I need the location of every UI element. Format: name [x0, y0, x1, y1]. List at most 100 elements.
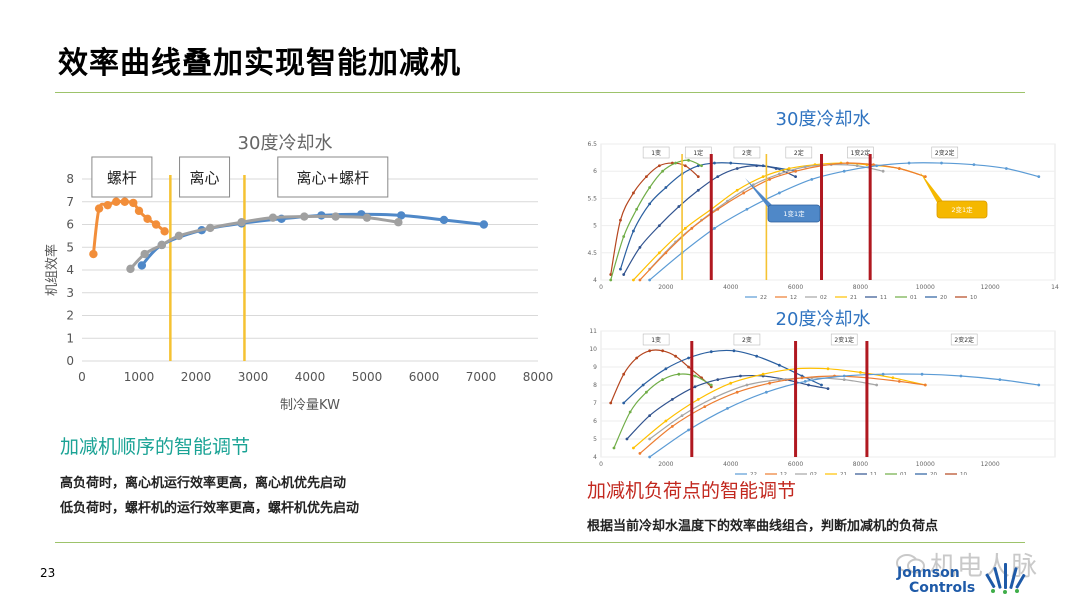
- data-point: [126, 264, 135, 274]
- x-tick-label: 8000: [853, 461, 868, 468]
- x-tick-label: 1000: [124, 370, 155, 384]
- x-tick-label: 10000: [916, 461, 935, 468]
- data-point: [362, 213, 372, 222]
- data-point: [897, 167, 901, 170]
- data-point: [670, 425, 674, 428]
- data-point: [674, 161, 677, 165]
- data-point: [713, 226, 716, 230]
- stage-label-box: [830, 333, 858, 346]
- data-point: [998, 378, 1002, 381]
- data-point: [683, 226, 687, 230]
- y-tick-label: 7: [66, 195, 74, 209]
- legend-label: 22: [760, 295, 767, 301]
- callout-pointer: [920, 172, 945, 206]
- data-point: [648, 349, 652, 353]
- data-point: [89, 249, 98, 259]
- data-point: [680, 414, 684, 417]
- data-point: [632, 191, 635, 195]
- data-point: [696, 188, 700, 192]
- data-point: [394, 218, 403, 227]
- data-point: [648, 186, 652, 189]
- data-point: [687, 428, 690, 432]
- data-point: [300, 212, 309, 221]
- data-point: [645, 390, 648, 394]
- stage-label-box: [785, 146, 813, 159]
- x-tick-label: 4000: [723, 461, 738, 468]
- data-point: [764, 390, 768, 394]
- top-divider: [55, 92, 1025, 93]
- data-point: [777, 191, 781, 195]
- data-point: [735, 167, 739, 170]
- stage-label: 1变: [651, 149, 661, 157]
- y-tick-label: 4: [593, 454, 597, 461]
- data-point: [151, 220, 161, 229]
- data-point: [755, 354, 759, 358]
- data-point: [648, 437, 652, 441]
- data-point: [810, 177, 814, 181]
- data-point: [632, 278, 635, 282]
- series-line: [140, 212, 485, 267]
- data-point: [703, 405, 707, 408]
- data-point: [709, 350, 713, 354]
- stage-label: 2变: [742, 149, 752, 157]
- x-tick-label: 2000: [181, 370, 212, 384]
- y-tick-label: 0: [66, 354, 74, 368]
- data-point: [687, 158, 690, 162]
- stage-label: 1定: [693, 149, 703, 157]
- y-tick-label: 4: [593, 277, 597, 284]
- region-label: 离心+螺杆: [297, 169, 370, 187]
- data-point: [745, 383, 749, 387]
- x-tick-label: 4000: [295, 370, 326, 384]
- data-point: [891, 376, 895, 380]
- stage-label: 2定: [794, 149, 804, 157]
- x-tick-label: 10000: [916, 284, 935, 291]
- y-tick-label: 5.5: [587, 195, 597, 202]
- legend-label: 12: [780, 472, 787, 475]
- chart-title: 30度冷却水: [776, 109, 871, 130]
- legend-label: 02: [810, 472, 817, 475]
- data-point: [959, 374, 963, 378]
- data-point: [619, 218, 622, 222]
- stage-label-box: [847, 146, 874, 159]
- stage-label: 2变2定: [954, 336, 974, 344]
- data-point: [140, 249, 149, 259]
- y-tick-label: 5: [593, 436, 597, 443]
- stage-label: 2变: [742, 336, 752, 344]
- data-point: [716, 207, 720, 211]
- data-point: [729, 161, 733, 165]
- data-point: [755, 164, 759, 168]
- data-point: [842, 374, 846, 378]
- y-tick-label: 11: [589, 328, 597, 335]
- x-tick-label: 6000: [409, 370, 440, 384]
- data-point: [696, 175, 700, 179]
- data-point: [622, 235, 626, 238]
- data-point: [713, 396, 716, 399]
- data-point: [331, 212, 340, 221]
- series-line: [623, 349, 822, 404]
- legend-label: 21: [850, 295, 857, 301]
- legend-label: 01: [910, 295, 917, 301]
- main-efficiency-chart: 30度冷却水 0 1 2 3 4 5 6 7 8 0 1000 2000 3000 4000 5000 6000…: [44, 133, 553, 413]
- data-point: [628, 410, 632, 414]
- data-point: [661, 169, 665, 173]
- data-point: [237, 218, 246, 227]
- legend-label: 22: [750, 472, 757, 475]
- data-point: [826, 367, 830, 371]
- series-line: [639, 375, 926, 454]
- legend-label: 10: [970, 295, 977, 301]
- data-point: [641, 383, 645, 387]
- data-point: [268, 213, 278, 222]
- legend-label: 02: [820, 295, 827, 301]
- data-point: [112, 197, 121, 206]
- stage-label-box: [733, 333, 761, 346]
- region-label-box: [277, 156, 389, 198]
- data-point: [739, 374, 742, 378]
- data-point: [664, 251, 668, 255]
- data-point: [777, 172, 781, 176]
- data-point: [735, 188, 739, 192]
- y-axis-label: 机组效率: [44, 244, 60, 296]
- left-note-1: 高负荷时，离心机运行效率更高，离心机优先启动: [60, 476, 347, 491]
- data-point: [716, 175, 720, 179]
- data-point: [752, 183, 755, 187]
- data-point: [397, 211, 406, 220]
